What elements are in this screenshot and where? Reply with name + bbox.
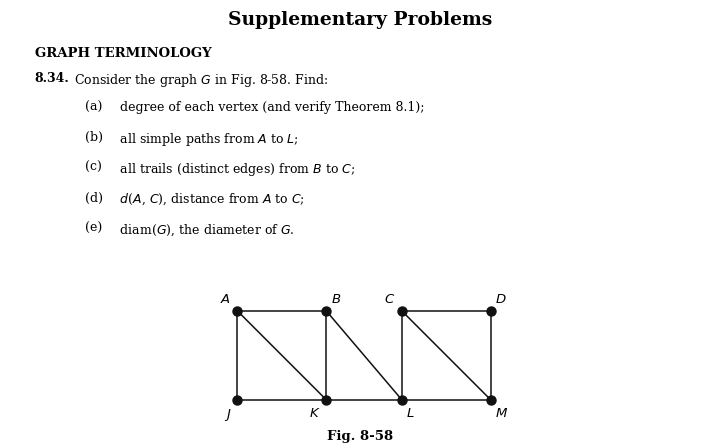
Text: (c): (c) (85, 161, 102, 174)
Text: GRAPH TERMINOLOGY: GRAPH TERMINOLOGY (35, 47, 211, 60)
Text: all trails (distinct edges) from $B$ to $C$;: all trails (distinct edges) from $B$ to … (112, 161, 355, 178)
Text: $\mathit{B}$: $\mathit{B}$ (330, 293, 341, 306)
Text: $\mathit{D}$: $\mathit{D}$ (495, 293, 507, 306)
Text: $\mathit{L}$: $\mathit{L}$ (406, 407, 415, 420)
Text: degree of each vertex (and verify Theorem 8.1);: degree of each vertex (and verify Theore… (112, 101, 424, 114)
Text: $\mathit{K}$: $\mathit{K}$ (309, 407, 320, 420)
Text: $\mathit{A}$: $\mathit{A}$ (220, 293, 231, 306)
Text: $\mathit{J}$: $\mathit{J}$ (223, 407, 231, 423)
Text: diam($G$), the diameter of $G$.: diam($G$), the diameter of $G$. (112, 222, 294, 238)
Text: all simple paths from $A$ to $L$;: all simple paths from $A$ to $L$; (112, 131, 299, 148)
Text: (a): (a) (85, 101, 102, 114)
Text: (d): (d) (85, 192, 103, 205)
Text: Consider the graph $G$ in Fig. 8-58. Find:: Consider the graph $G$ in Fig. 8-58. Fin… (74, 72, 328, 89)
Text: $d$($A$, $C$), distance from $A$ to $C$;: $d$($A$, $C$), distance from $A$ to $C$; (112, 192, 305, 207)
Text: $\mathit{M}$: $\mathit{M}$ (495, 407, 508, 420)
Text: Fig. 8-58: Fig. 8-58 (327, 430, 393, 443)
Text: (b): (b) (85, 131, 103, 144)
Text: (e): (e) (85, 222, 102, 235)
Text: $\mathit{C}$: $\mathit{C}$ (384, 293, 395, 306)
Text: Supplementary Problems: Supplementary Problems (228, 11, 492, 29)
Text: 8.34.: 8.34. (35, 72, 69, 84)
